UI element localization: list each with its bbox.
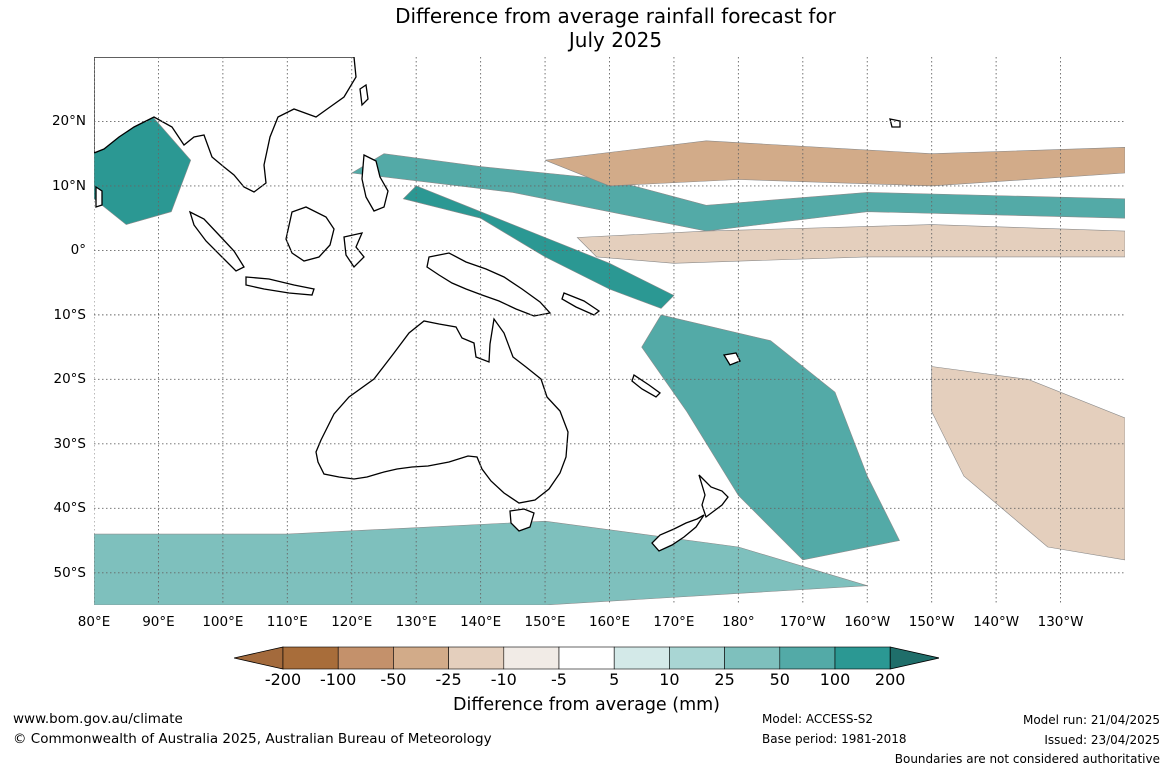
colorbar-tick-label: -10: [490, 670, 517, 689]
chart-title-line1: Difference from average rainfall forecas…: [395, 4, 836, 28]
colorbar-tick-label: 100: [819, 670, 851, 689]
longitude-label: 110°E: [266, 614, 308, 630]
colorbar-segment: [613, 646, 670, 670]
australia-outline: [315, 317, 569, 504]
colorbar-segment: [337, 646, 394, 670]
issued-date: Issued: 23/04/2025: [1044, 733, 1160, 747]
longitude-label: 130°W: [1037, 614, 1084, 630]
java-outline: [245, 276, 315, 296]
colorbar-tick-label: -50: [380, 670, 407, 689]
new-guinea-outline: [426, 252, 552, 317]
rainfall-anomaly-map: [94, 57, 1125, 605]
fiji-outline: [722, 352, 741, 366]
colorbar-min-arrow: [234, 646, 284, 670]
sumatra-outline: [188, 210, 245, 272]
latitude-label: 40°S: [53, 500, 87, 517]
colorbar-segment: [503, 646, 560, 670]
anomaly-region-1: [350, 153, 1125, 232]
longitude-label: 100°E: [202, 614, 244, 630]
colorbar-segment: [834, 646, 891, 670]
longitude-label: 140°E: [460, 614, 502, 630]
colorbar-segment: [669, 646, 725, 670]
colorbar-tick-label: -100: [320, 670, 357, 689]
colorbar-tick-label: 200: [874, 670, 906, 689]
latitude-label: 30°S: [53, 435, 87, 452]
chart-title-line2: July 2025: [568, 28, 663, 52]
colorbar-tick-label: -5: [551, 670, 567, 689]
longitude-label: 150°E: [524, 614, 566, 630]
copyright-text: © Commonwealth of Australia 2025, Austra…: [13, 731, 492, 747]
taiwan-outline: [359, 83, 369, 107]
colorbar-segment: [448, 646, 505, 670]
longitude-label: 170°W: [779, 614, 826, 630]
longitude-label: 150°W: [908, 614, 955, 630]
colorbar-tick-label: -200: [264, 670, 302, 689]
sri-lanka-outline: [95, 185, 103, 208]
graticule: [94, 57, 1125, 605]
boundaries-disclaimer: Boundaries are not considered authoritat…: [894, 752, 1160, 766]
anomaly-region-6: [931, 366, 1125, 561]
colorbar-segment: [724, 646, 781, 670]
base-period: Base period: 1981-2018: [762, 732, 907, 746]
chart-title: Difference from average rainfall forecas…: [0, 4, 1173, 52]
colorbar-title: Difference from average (mm): [452, 695, 721, 715]
longitude-label: 120°E: [331, 614, 373, 630]
latitude-label: 10°S: [53, 306, 87, 323]
colorbar-segment: [779, 646, 836, 670]
philippines-outline: [361, 153, 389, 212]
colorbar-max-arrow: [889, 646, 939, 670]
nz-south-island: [651, 514, 705, 552]
longitude-label: 160°W: [844, 614, 891, 630]
latitude-label: 20°S: [53, 371, 87, 388]
hawaii-outline: [889, 118, 901, 128]
latitude-label: 20°N: [51, 113, 86, 130]
colorbar-tick-label: 50: [769, 670, 790, 689]
longitude-label: 180°: [722, 614, 755, 630]
anomaly-region-0: [402, 185, 675, 309]
colorbar-tick-label: 25: [714, 670, 735, 689]
website-link[interactable]: www.bom.gov.au/climate: [13, 711, 183, 727]
longitude-label: 80°E: [77, 614, 111, 630]
new-caledonia-outline: [631, 373, 661, 398]
longitude-label: 170°E: [653, 614, 695, 630]
model-run-date: Model run: 21/04/2025: [1022, 713, 1160, 727]
colorbar-segment: [282, 646, 339, 670]
colorbar-tick-label: -25: [435, 670, 462, 689]
land-outlines: [94, 57, 901, 552]
longitude-label: 140°W: [973, 614, 1020, 630]
colorbar: [234, 646, 939, 670]
latitude-label: 0°: [70, 242, 86, 259]
latitude-label: 50°S: [53, 564, 87, 581]
colorbar-tick-label: 10: [659, 670, 680, 689]
colorbar-segment: [558, 646, 615, 670]
mainland-asia-outline: [94, 57, 357, 193]
tasmania-outline: [509, 508, 535, 532]
anomaly-region-3: [576, 224, 1125, 264]
longitude-label: 160°E: [588, 614, 631, 630]
colorbar-tick-label: 5: [609, 670, 620, 689]
latitude-label: 10°N: [51, 177, 86, 194]
anomaly-region-2: [544, 140, 1125, 187]
model-name: Model: ACCESS-S2: [762, 712, 874, 726]
longitude-label: 130°E: [395, 614, 437, 630]
borneo-outline: [285, 206, 335, 262]
anomaly-regions: [94, 95, 1125, 605]
colorbar-segment: [393, 646, 449, 670]
longitude-label: 90°E: [142, 614, 175, 630]
